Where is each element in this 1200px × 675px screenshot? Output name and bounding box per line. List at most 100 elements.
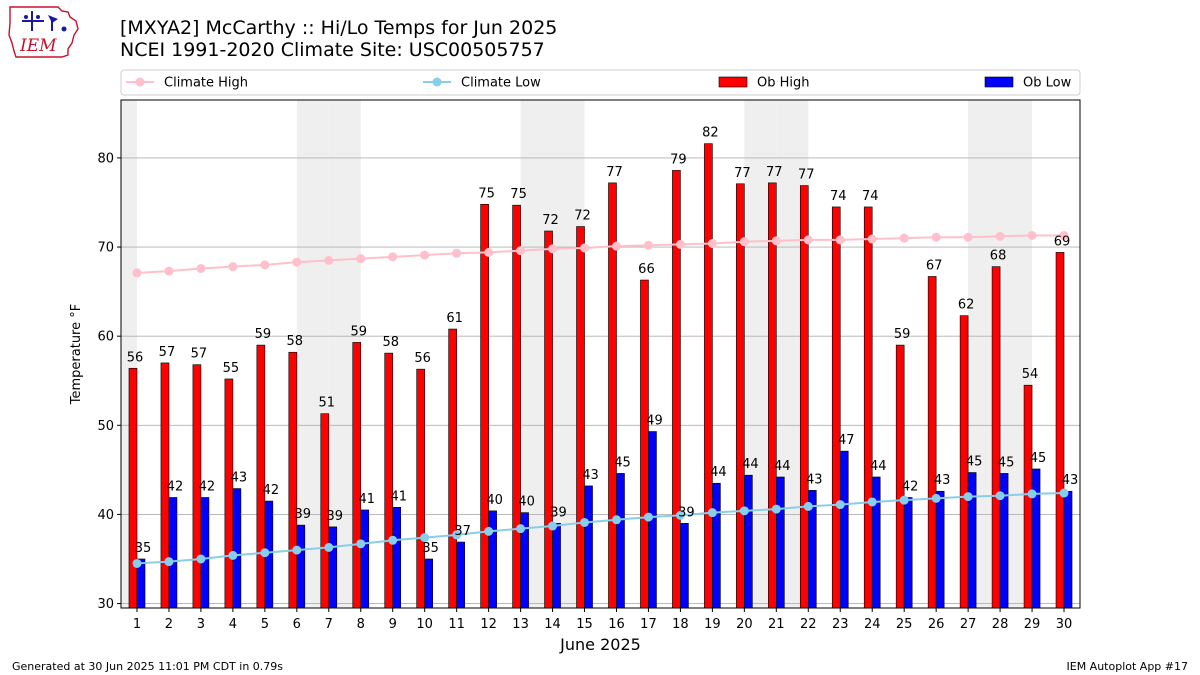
climate-high-point-13: [516, 246, 526, 256]
climate-low-point-15: [580, 517, 590, 527]
legend-label: Ob Low: [1023, 76, 1072, 91]
ob-high-label-21: 77: [766, 165, 783, 180]
plot-frame: [120, 99, 1081, 609]
legend-swatch: [718, 76, 748, 88]
legend-label: Climate Low: [461, 76, 541, 91]
ob-low-bar-20: [744, 474, 753, 609]
x-tick-label: 25: [896, 617, 913, 632]
ob-low-label-25: 42: [902, 479, 919, 494]
ob-high-bar-14: [544, 230, 553, 609]
climate-low-point-25: [899, 495, 909, 505]
ob-low-bar-6: [296, 524, 306, 609]
climate-low-point-22: [803, 501, 813, 511]
ob-high-label-10: 56: [414, 351, 431, 366]
climate-low-point-4: [228, 550, 238, 560]
ob-high-label-3: 57: [191, 347, 208, 362]
y-tick-label: 80: [97, 151, 114, 166]
climate-low-point-24: [867, 497, 877, 507]
y-tick-label: 60: [97, 330, 114, 345]
ob-high-label-24: 74: [862, 189, 879, 204]
ob-high-bar-20: [736, 183, 745, 609]
climate-low-point-29: [1027, 489, 1037, 499]
ob-low-label-23: 47: [838, 433, 855, 448]
ob-low-bar-15: [584, 485, 593, 609]
ob-high-bar-9: [384, 352, 394, 609]
ob-high-bar-17: [640, 279, 649, 609]
ob-high-bar-15: [576, 226, 585, 609]
x-tick-label: 11: [448, 617, 465, 632]
ob-high-label-13: 75: [510, 187, 527, 202]
ob-high-label-9: 58: [382, 335, 399, 350]
x-tick-label: 2: [165, 617, 173, 632]
x-tick-label: 22: [800, 617, 817, 632]
ob-low-label-12: 40: [486, 493, 503, 508]
ob-low-label-7: 39: [327, 509, 344, 524]
ob-low-label-1: 35: [135, 541, 152, 556]
ob-low-label-18: 39: [678, 505, 695, 520]
climate-low-point-27: [963, 492, 973, 502]
x-tick-label: 29: [1024, 617, 1041, 632]
ob-high-label-5: 59: [255, 327, 272, 342]
climate-high-point-26: [931, 232, 941, 242]
ob-high-bar-22: [799, 185, 809, 609]
ob-high-label-4: 55: [223, 361, 240, 376]
climate-high-point-4: [228, 262, 238, 272]
x-tick-label: 28: [992, 617, 1009, 632]
legend-swatch: [984, 76, 1014, 88]
chart-title: [MXYA2] McCarthy :: Hi/Lo Temps for Jun …: [120, 17, 558, 39]
ob-high-label-12: 75: [478, 186, 495, 201]
ob-low-label-9: 41: [390, 489, 407, 504]
x-tick-label: 19: [704, 617, 721, 632]
climate-high-point-18: [675, 239, 685, 249]
climate-lines: [132, 230, 1069, 568]
x-tick-label: 12: [480, 617, 497, 632]
ob-high-label-6: 58: [287, 334, 304, 349]
climate-low-point-23: [835, 500, 845, 510]
legend-marker: [135, 77, 145, 87]
ob-high-bar-23: [831, 206, 841, 609]
ob-low-label-3: 42: [199, 479, 216, 494]
ob-low-bar-24: [871, 476, 881, 609]
generated-timestamp: Generated at 30 Jun 2025 11:01 PM CDT in…: [12, 660, 284, 673]
climate-high-point-14: [548, 244, 558, 254]
climate-high-point-5: [260, 260, 270, 270]
ob-low-label-22: 43: [806, 472, 823, 487]
x-tick-label: 27: [960, 617, 977, 632]
ob-high-label-15: 72: [574, 209, 591, 224]
climate-high-point-15: [580, 243, 590, 253]
ob-high-bar-1: [128, 367, 138, 609]
climate-low-point-21: [771, 504, 781, 514]
ob-high-bar-6: [288, 351, 298, 609]
ob-low-bar-26: [935, 490, 945, 609]
climate-high-point-20: [739, 237, 749, 247]
ob-high-label-2: 57: [159, 345, 176, 360]
climate-low-line: [136, 492, 1065, 565]
x-tick-label: 4: [229, 617, 237, 632]
ob-low-label-4: 43: [231, 471, 248, 486]
ob-low-label-14: 39: [550, 505, 567, 520]
ob-high-bar-11: [448, 328, 457, 609]
ob-high-bar-4: [224, 378, 234, 609]
climate-high-point-23: [835, 235, 845, 245]
ob-high-label-11: 61: [446, 311, 463, 326]
climate-low-point-17: [643, 512, 653, 522]
y-axis-label: Temperature °F: [69, 304, 84, 405]
ob-high-label-27: 62: [958, 298, 975, 313]
ob-high-bar-18: [672, 170, 681, 609]
climate-low-point-5: [260, 548, 270, 558]
svg-text:IEM: IEM: [19, 36, 57, 56]
bars: [128, 143, 1073, 609]
legend: Climate High Climate Low Ob High Ob Low: [120, 69, 1081, 96]
ob-high-label-22: 77: [798, 168, 815, 183]
ob-low-bar-25: [903, 497, 913, 609]
ob-low-bar-7: [328, 526, 338, 609]
climate-low-point-13: [516, 524, 526, 534]
x-axis-label: June 2025: [559, 635, 641, 654]
ob-low-label-27: 45: [966, 455, 983, 470]
ob-low-label-20: 44: [742, 457, 759, 472]
climate-high-point-25: [899, 233, 909, 243]
ob-low-bar-19: [712, 482, 721, 609]
climate-low-point-2: [164, 557, 174, 567]
x-tick-label: 26: [928, 617, 945, 632]
